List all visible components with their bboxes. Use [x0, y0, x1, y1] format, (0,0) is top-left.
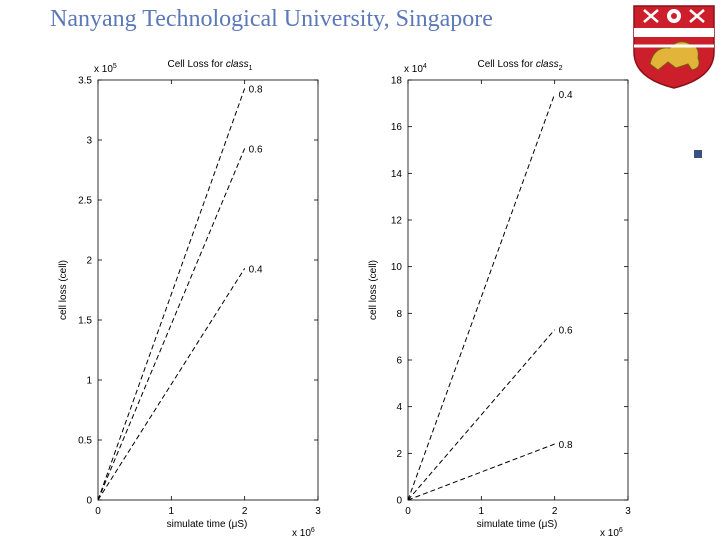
chart1-axes-frame	[97, 79, 319, 501]
chart1-x-tick-label: 3	[315, 506, 321, 517]
chart1-x-tick-label: 1	[169, 506, 175, 517]
chart1-series-label: 0.6	[249, 144, 263, 155]
chart1-series-label: 0.4	[249, 264, 263, 275]
chart1-title: Cell Loss for class1	[167, 59, 252, 72]
chart1-series-line	[97, 148, 246, 501]
chart1-y-tick-label: 1	[86, 376, 92, 387]
chart1-plot-area: 0 1 2 3 0 0.5 1 1.5 2 2.5 3 3.5 0.8 0.6 0.4	[78, 76, 321, 518]
university-title: Nanyang Technological University, Singap…	[50, 6, 493, 32]
crest-band	[634, 28, 714, 37]
chart1-y-tick-label: 0	[86, 496, 92, 507]
chart1-x-label: simulate time (μS)	[167, 519, 248, 530]
chart1-title-prefix: Cell Loss for	[167, 59, 225, 70]
chart1-y-tick-label: 2	[86, 256, 92, 267]
chart1-y-tick-label: 0.5	[78, 436, 92, 447]
chart1-title-sub: 1	[249, 65, 253, 72]
crest-ornament-left	[643, 9, 659, 23]
chart1-series-line	[97, 268, 246, 501]
university-crest-logo	[633, 5, 715, 89]
chart1-y-tick-label: 3	[86, 136, 92, 147]
chart1-title-italic: class	[226, 59, 249, 70]
crest-ornament-right	[689, 9, 705, 23]
chart1-series-label: 0.8	[249, 84, 263, 95]
chart1-x-tick-label: 2	[242, 506, 248, 517]
chart1-y-label: cell loss (cell)	[58, 260, 69, 320]
square-bullet-icon	[694, 150, 702, 158]
chart1-y-multiplier: x 105	[94, 63, 117, 75]
chart1-x-multiplier: x 106	[292, 527, 315, 539]
chart1-x-tick-label: 0	[95, 506, 101, 517]
chart1-y-tick-label: 3.5	[78, 76, 92, 87]
chart1-y-tick-label: 1.5	[78, 316, 92, 327]
chart1-y-tick-label: 2.5	[78, 196, 92, 207]
chart1-series-line	[97, 88, 246, 501]
